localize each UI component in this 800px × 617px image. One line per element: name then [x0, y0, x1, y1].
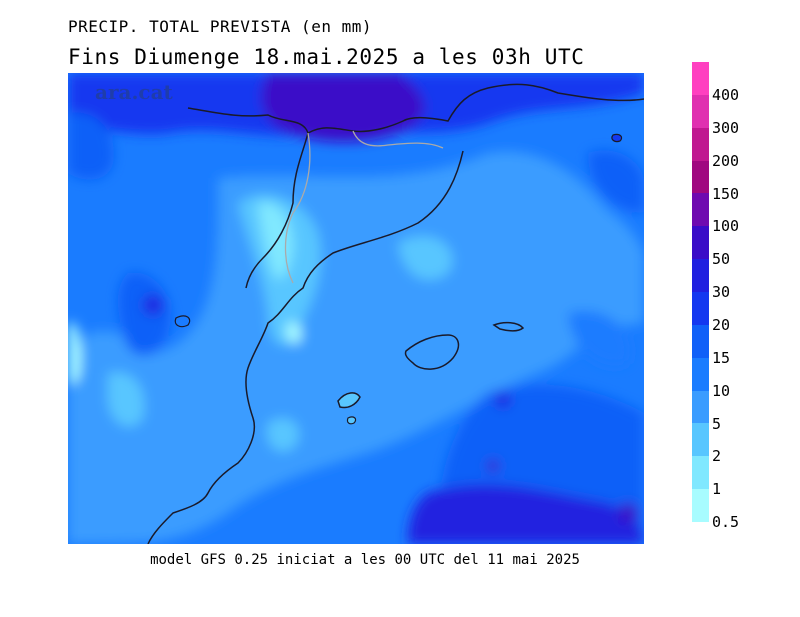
colorbar-swatch: [692, 259, 709, 293]
colorbar-swatch: [692, 390, 709, 424]
island-mallorca: [404, 334, 460, 370]
island-menorca: [492, 321, 525, 332]
colorbar: [692, 62, 709, 523]
precipitation-map: [68, 73, 644, 544]
colorbar-label: 10: [712, 381, 731, 400]
watermark-logo: ara.cat: [95, 80, 173, 104]
colorbar-label: 150: [712, 184, 740, 203]
islet: [174, 315, 191, 328]
precip-field-contours: [68, 73, 644, 544]
colorbar-label: 200: [712, 151, 740, 170]
colorbar-swatch: [692, 456, 709, 490]
colorbar-label: 100: [712, 217, 740, 236]
colorbar-label: 2: [712, 447, 722, 466]
colorbar-label: 400: [712, 86, 740, 104]
island-ibiza: [337, 392, 361, 409]
colorbar-swatch: [692, 292, 709, 325]
colorbar-swatch: [692, 489, 709, 523]
chart-title-validity: Fins Diumenge 18.mai.2025 a les 03h UTC: [68, 45, 585, 69]
colorbar-label: 20: [712, 316, 731, 334]
colorbar-label: 1: [712, 480, 722, 499]
chart-title-variable: PRECIP. TOTAL PREVISTA (en mm): [68, 17, 372, 36]
colorbar-swatch: [692, 94, 709, 128]
coastline-outline: [147, 83, 644, 544]
model-run-caption: model GFS 0.25 iniciat a les 00 UTC del …: [150, 552, 580, 568]
colorbar-label: 300: [712, 118, 740, 137]
colorbar-swatch: [692, 160, 709, 194]
islet-north-east: [611, 133, 623, 143]
colorbar-swatch: [692, 324, 709, 358]
colorbar-swatch: [692, 423, 709, 457]
colorbar-label: 5: [712, 414, 722, 433]
colorbar-swatch: [692, 62, 709, 95]
colorbar-label: 0.5: [712, 513, 740, 532]
island-formentera: [346, 416, 357, 425]
colorbar-swatch: [692, 193, 709, 227]
border-lines: [284, 130, 444, 284]
colorbar-label: 15: [712, 348, 731, 367]
colorbar-swatch: [692, 127, 709, 161]
colorbar-swatch: [692, 226, 709, 260]
colorbar-label: 50: [712, 250, 731, 269]
colorbar-label: 30: [712, 283, 731, 302]
colorbar-swatch: [692, 357, 709, 391]
